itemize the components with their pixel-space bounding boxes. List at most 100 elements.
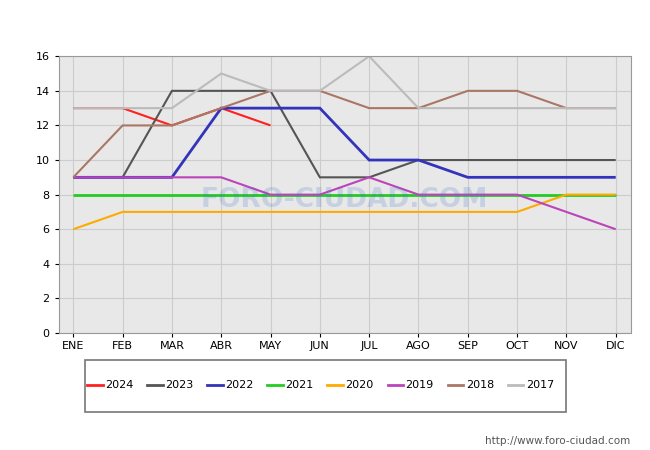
2020 (464, 209, 472, 215)
2018 (217, 105, 225, 111)
2021 (514, 192, 521, 197)
2019 (316, 192, 324, 197)
2022 (514, 175, 521, 180)
2019 (119, 175, 127, 180)
Line: 2024: 2024 (73, 108, 270, 126)
Line: 2018: 2018 (73, 91, 616, 177)
2021 (168, 192, 176, 197)
2022 (316, 105, 324, 111)
2018 (70, 175, 77, 180)
Text: 2023: 2023 (165, 380, 193, 390)
2020 (217, 209, 225, 215)
2020 (612, 192, 619, 197)
2024 (119, 105, 127, 111)
2022 (168, 175, 176, 180)
2023 (266, 88, 274, 94)
2017 (415, 105, 422, 111)
2020 (562, 192, 570, 197)
2020 (415, 209, 422, 215)
2023 (562, 158, 570, 163)
2023 (612, 158, 619, 163)
2022 (365, 158, 373, 163)
2021 (365, 192, 373, 197)
2021 (316, 192, 324, 197)
2024 (70, 105, 77, 111)
2023 (168, 88, 176, 94)
2017 (562, 105, 570, 111)
2024 (168, 123, 176, 128)
2017 (168, 105, 176, 111)
2023 (365, 175, 373, 180)
2019 (562, 209, 570, 215)
Text: 2019: 2019 (406, 380, 434, 390)
2021 (217, 192, 225, 197)
2021 (415, 192, 422, 197)
2019 (464, 192, 472, 197)
Text: Afiliados en Malpartida a 31/5/2024: Afiliados en Malpartida a 31/5/2024 (164, 14, 486, 33)
Text: 2017: 2017 (526, 380, 554, 390)
2017 (266, 88, 274, 94)
Text: 2021: 2021 (285, 380, 313, 390)
2022 (612, 175, 619, 180)
2022 (70, 175, 77, 180)
Line: 2019: 2019 (73, 177, 616, 229)
Text: 2022: 2022 (225, 380, 254, 390)
2020 (119, 209, 127, 215)
2024 (217, 105, 225, 111)
2019 (514, 192, 521, 197)
2023 (316, 175, 324, 180)
Text: 2020: 2020 (345, 380, 374, 390)
2020 (266, 209, 274, 215)
2020 (168, 209, 176, 215)
2022 (464, 175, 472, 180)
2018 (514, 88, 521, 94)
Line: 2022: 2022 (73, 108, 616, 177)
2022 (562, 175, 570, 180)
2017 (70, 105, 77, 111)
2018 (415, 105, 422, 111)
2017 (217, 71, 225, 76)
2022 (415, 158, 422, 163)
2020 (365, 209, 373, 215)
Text: 2024: 2024 (105, 380, 133, 390)
2017 (119, 105, 127, 111)
2019 (168, 175, 176, 180)
Line: 2017: 2017 (73, 56, 616, 108)
2020 (70, 226, 77, 232)
2019 (365, 175, 373, 180)
2021 (266, 192, 274, 197)
2021 (70, 192, 77, 197)
2020 (316, 209, 324, 215)
2021 (562, 192, 570, 197)
2018 (562, 105, 570, 111)
2019 (415, 192, 422, 197)
FancyBboxPatch shape (84, 360, 566, 412)
2017 (612, 105, 619, 111)
Line: 2020: 2020 (73, 194, 616, 229)
2023 (415, 158, 422, 163)
2017 (514, 105, 521, 111)
2023 (514, 158, 521, 163)
2018 (168, 123, 176, 128)
2018 (365, 105, 373, 111)
2018 (316, 88, 324, 94)
2023 (70, 175, 77, 180)
2021 (612, 192, 619, 197)
Line: 2023: 2023 (73, 91, 616, 177)
2018 (464, 88, 472, 94)
Text: http://www.foro-ciudad.com: http://www.foro-ciudad.com (486, 436, 630, 446)
2022 (119, 175, 127, 180)
2017 (316, 88, 324, 94)
2019 (266, 192, 274, 197)
2022 (266, 105, 274, 111)
2020 (514, 209, 521, 215)
2018 (266, 88, 274, 94)
2022 (217, 105, 225, 111)
2023 (217, 88, 225, 94)
2024 (266, 123, 274, 128)
2019 (612, 226, 619, 232)
2019 (217, 175, 225, 180)
Text: 2018: 2018 (465, 380, 494, 390)
2018 (612, 105, 619, 111)
Text: FORO-CIUDAD.COM: FORO-CIUDAD.COM (201, 187, 488, 213)
